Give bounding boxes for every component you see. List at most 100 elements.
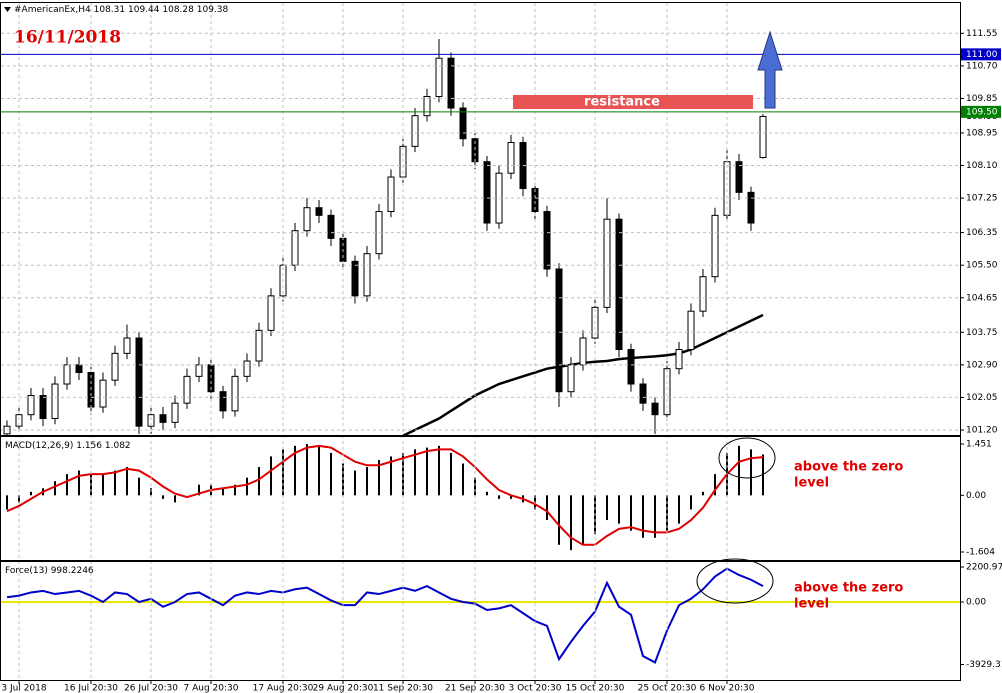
x-tick-label: 3 Jul 2018	[1, 684, 46, 693]
y-tick-label: 101.20	[966, 426, 998, 436]
resistance-label: resistance	[584, 95, 660, 110]
macd-bar	[114, 470, 116, 496]
candle-body	[363, 253, 371, 297]
x-tick-label: 25 Oct 20:30	[638, 684, 697, 693]
header: #AmericanEx,H4 108.31 109.44 108.28 109.…	[14, 5, 229, 15]
candle-body	[39, 395, 47, 420]
annotation: above the zero	[794, 460, 903, 475]
macd-bar	[378, 459, 380, 496]
candle-body	[159, 414, 167, 423]
candle-body	[15, 414, 23, 427]
open-value: 108.31	[94, 5, 126, 15]
force-name: Force(13)	[5, 566, 48, 576]
y-tick-label: 0.00	[966, 491, 986, 501]
candle-body	[99, 379, 107, 408]
y-tick-label: 109.85	[966, 94, 998, 104]
macd-bar	[498, 495, 500, 499]
macd-bar	[66, 474, 68, 496]
macd-bar	[30, 491, 32, 496]
candle-body	[507, 142, 515, 174]
macd-bar	[246, 477, 248, 496]
candle-body	[543, 211, 551, 270]
candle-body	[387, 176, 395, 213]
macd-bar	[174, 495, 176, 503]
candle-body	[195, 364, 203, 377]
macd-bar	[714, 474, 716, 496]
y-tick-label: 102.05	[966, 393, 998, 403]
candle-body	[687, 310, 695, 351]
macd-bar	[366, 467, 368, 496]
macd-bar	[486, 491, 488, 496]
level-label: 111.00	[966, 50, 998, 60]
macd-bar	[750, 449, 752, 496]
annotation: above the zero	[794, 581, 903, 596]
macd-bar	[354, 470, 356, 496]
macd-bar	[702, 491, 704, 496]
x-tick-label: 21 Sep 20:30	[445, 684, 505, 693]
candle-body	[123, 337, 131, 354]
macd-bar	[462, 463, 464, 496]
y-tick-label: 111.55	[966, 29, 998, 39]
candle-body	[255, 329, 263, 362]
y-tick-label: -1.604	[966, 548, 995, 558]
candle-body	[267, 295, 275, 331]
y-tick-label: 105.50	[966, 261, 998, 271]
y-tick-label: 108.95	[966, 128, 998, 138]
level-label: 109.50	[966, 107, 998, 117]
candle-body	[447, 57, 455, 109]
macd-name: MACD(12,26,9)	[5, 441, 73, 451]
up-arrow	[757, 30, 783, 109]
x-tick-label: 17 Aug 20:30	[253, 684, 314, 693]
macd-bar	[582, 495, 584, 545]
macd-bar	[294, 445, 296, 496]
y-tick-label: 106.35	[966, 228, 998, 238]
annotation: level	[794, 597, 829, 612]
macd-bar	[738, 445, 740, 496]
candle-body	[351, 260, 359, 297]
candle-body	[435, 57, 443, 98]
macd-bar	[162, 495, 164, 499]
y-tick-label: -3929.31	[966, 660, 1002, 670]
macd-bar	[18, 495, 20, 503]
macd-bar	[666, 495, 668, 531]
candle-body	[615, 218, 623, 351]
candle-body	[51, 383, 59, 420]
price-panel-frame	[0, 2, 961, 436]
panel-clip	[1, 567, 960, 664]
macd-bar	[54, 481, 56, 496]
highlight-ellipse	[696, 558, 774, 604]
macd-bar	[630, 495, 632, 531]
x-tick-label: 29 Aug 20:30	[313, 684, 374, 693]
macd-bar	[138, 477, 140, 496]
macd-bar	[102, 474, 104, 496]
candle-body	[555, 268, 563, 393]
macd-bar	[510, 495, 512, 499]
candle-body	[327, 214, 335, 239]
candle-body	[711, 214, 719, 278]
y-tick-label: 0.00	[966, 597, 986, 607]
x-tick-label: 6 Nov 20:30	[700, 684, 755, 693]
candle-body	[75, 364, 83, 374]
candle-body	[291, 230, 299, 266]
macd-bar	[570, 495, 572, 551]
macd-bar	[654, 495, 656, 538]
candle-body	[735, 161, 743, 193]
force-line	[6, 567, 764, 664]
candle-body	[747, 191, 755, 224]
macd-bar	[546, 495, 548, 521]
candle-body	[111, 352, 119, 381]
close-value: 109.38	[197, 5, 229, 15]
macd-bar	[126, 467, 128, 496]
y-tick-label: 104.65	[966, 293, 998, 303]
macd-bar	[450, 452, 452, 496]
candle-body	[603, 218, 611, 308]
candle-body	[459, 107, 467, 140]
y-tick-label: 2200.970	[966, 562, 1002, 572]
resistance-zone	[513, 95, 753, 109]
macd-bar	[234, 484, 236, 496]
candle-body	[63, 364, 71, 385]
x-tick-label: 11 Sep 20:30	[373, 684, 433, 693]
macd-bar	[258, 467, 260, 496]
